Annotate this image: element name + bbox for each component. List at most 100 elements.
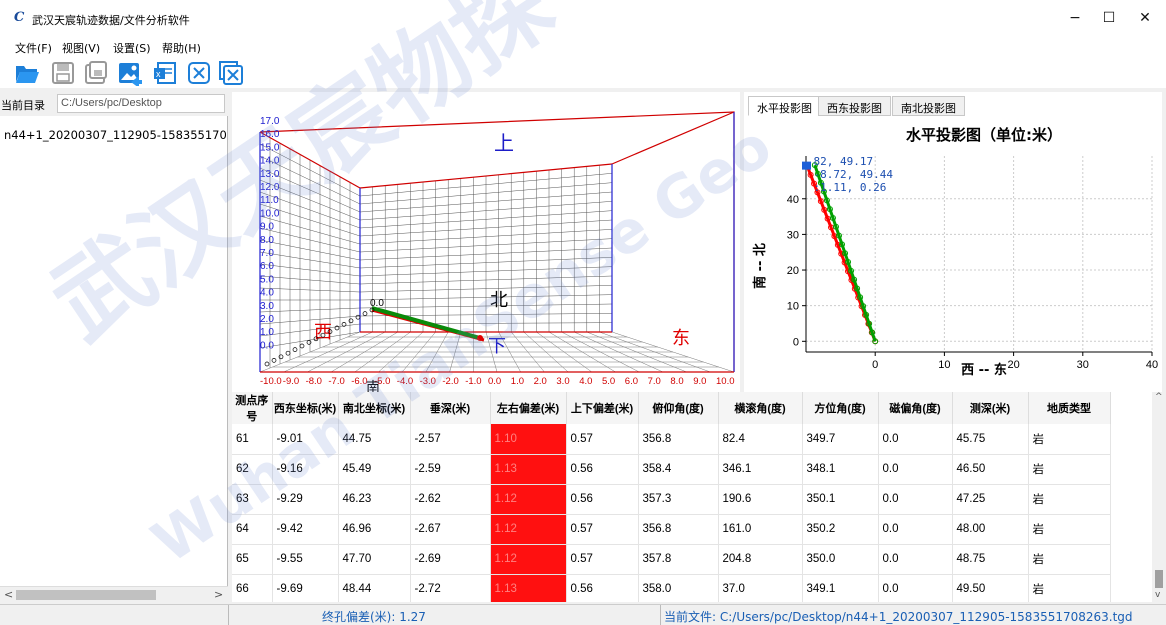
table-cell[interactable]: 46.23 xyxy=(338,484,410,514)
column-header[interactable]: 左右偏差(米) xyxy=(490,392,566,424)
menu-file[interactable]: 文件(F) xyxy=(15,40,52,56)
current-directory-field[interactable]: C:/Users/pc/Desktop xyxy=(57,94,225,113)
table-cell[interactable]: 161.0 xyxy=(718,514,802,544)
scroll-down-icon[interactable]: v xyxy=(1155,590,1160,600)
close-button[interactable]: ✕ xyxy=(1128,8,1162,30)
table-cell[interactable]: -2.72 xyxy=(410,574,490,602)
table-cell[interactable]: 岩 xyxy=(1028,574,1110,602)
table-cell[interactable]: 岩 xyxy=(1028,514,1110,544)
tab-west-east-projection[interactable]: 西东投影图 xyxy=(818,96,891,116)
table-cell[interactable]: 358.4 xyxy=(638,454,718,484)
row-header-cell[interactable]: 65 xyxy=(232,544,272,574)
column-header[interactable]: 测深(米) xyxy=(952,392,1028,424)
table-cell[interactable]: 48.00 xyxy=(952,514,1028,544)
table-cell[interactable]: 1.12 xyxy=(490,544,566,574)
column-header[interactable]: 磁偏角(度) xyxy=(878,392,952,424)
table-cell[interactable]: 37.0 xyxy=(718,574,802,602)
table-cell[interactable]: 0.57 xyxy=(566,544,638,574)
table-cell[interactable]: 350.0 xyxy=(802,544,878,574)
table-cell[interactable]: -2.67 xyxy=(410,514,490,544)
table-cell[interactable]: 46.96 xyxy=(338,514,410,544)
table-cell[interactable]: 356.8 xyxy=(638,514,718,544)
table-cell[interactable]: 350.2 xyxy=(802,514,878,544)
export-excel-icon[interactable]: x xyxy=(152,60,178,86)
table-cell[interactable]: 岩 xyxy=(1028,544,1110,574)
table-cell[interactable]: 357.8 xyxy=(638,544,718,574)
table-cell[interactable]: 350.1 xyxy=(802,484,878,514)
maximize-button[interactable]: ☐ xyxy=(1092,8,1126,30)
column-header[interactable]: 垂深(米) xyxy=(410,392,490,424)
column-header[interactable]: 测点序号 xyxy=(232,392,272,424)
table-cell[interactable]: -2.57 xyxy=(410,424,490,454)
table-cell[interactable]: -9.69 xyxy=(272,574,338,602)
table-cell[interactable]: 0.0 xyxy=(878,574,952,602)
table-cell[interactable]: 47.25 xyxy=(952,484,1028,514)
table-cell[interactable]: 357.3 xyxy=(638,484,718,514)
table-cell[interactable]: 190.6 xyxy=(718,484,802,514)
table-cell[interactable]: 346.1 xyxy=(718,454,802,484)
column-header[interactable]: 西东坐标(米) xyxy=(272,392,338,424)
table-cell[interactable]: 358.0 xyxy=(638,574,718,602)
table-cell[interactable]: 1.13 xyxy=(490,574,566,602)
table-cell[interactable]: -2.69 xyxy=(410,544,490,574)
table-cell[interactable]: 0.0 xyxy=(878,514,952,544)
minimize-button[interactable]: − xyxy=(1058,8,1092,30)
table-cell[interactable]: 岩 xyxy=(1028,424,1110,454)
table-cell[interactable]: 0.0 xyxy=(878,484,952,514)
column-header[interactable]: 方位角(度) xyxy=(802,392,878,424)
table-cell[interactable]: 49.50 xyxy=(952,574,1028,602)
table-cell[interactable]: 岩 xyxy=(1028,484,1110,514)
save-icon[interactable] xyxy=(50,60,76,86)
table-cell[interactable]: 0.0 xyxy=(878,544,952,574)
save-as-icon[interactable] xyxy=(83,60,109,86)
scroll-right-icon[interactable]: > xyxy=(214,588,223,601)
table-cell[interactable]: -2.59 xyxy=(410,454,490,484)
table-cell[interactable]: 0.56 xyxy=(566,574,638,602)
table-cell[interactable]: 1.12 xyxy=(490,484,566,514)
table-cell[interactable]: 0.56 xyxy=(566,454,638,484)
table-cell[interactable]: 46.50 xyxy=(952,454,1028,484)
table-cell[interactable]: 1.13 xyxy=(490,454,566,484)
table-cell[interactable]: 0.0 xyxy=(878,424,952,454)
table-cell[interactable]: -9.16 xyxy=(272,454,338,484)
table-cell[interactable]: -9.01 xyxy=(272,424,338,454)
table-cell[interactable]: 349.7 xyxy=(802,424,878,454)
table-cell[interactable]: 0.0 xyxy=(878,454,952,484)
table-cell[interactable]: 356.8 xyxy=(638,424,718,454)
scroll-up-icon[interactable]: ^ xyxy=(1155,392,1163,402)
file-list-item[interactable]: n44+1_20200307_112905-1583551708 xyxy=(4,128,226,142)
menu-view[interactable]: 视图(V) xyxy=(62,40,100,56)
table-cell[interactable]: 45.75 xyxy=(952,424,1028,454)
column-header[interactable]: 地质类型 xyxy=(1028,392,1110,424)
table-cell[interactable]: 45.49 xyxy=(338,454,410,484)
table-cell[interactable]: 0.56 xyxy=(566,484,638,514)
table-cell[interactable]: 82.4 xyxy=(718,424,802,454)
column-header[interactable]: 上下偏差(米) xyxy=(566,392,638,424)
column-header[interactable]: 俯仰角(度) xyxy=(638,392,718,424)
table-cell[interactable]: 44.75 xyxy=(338,424,410,454)
scrollbar-thumb[interactable] xyxy=(1155,570,1163,588)
row-header-cell[interactable]: 62 xyxy=(232,454,272,484)
vertical-scrollbar[interactable]: ^ v xyxy=(1152,392,1166,602)
table-cell[interactable]: 1.10 xyxy=(490,424,566,454)
table-cell[interactable]: 岩 xyxy=(1028,454,1110,484)
scrollbar-thumb[interactable] xyxy=(16,590,156,600)
row-header-cell[interactable]: 63 xyxy=(232,484,272,514)
open-folder-icon[interactable] xyxy=(14,60,40,86)
table-cell[interactable]: -9.42 xyxy=(272,514,338,544)
menu-settings[interactable]: 设置(S) xyxy=(113,40,151,56)
tab-horizontal-projection[interactable]: 水平投影图 xyxy=(748,96,821,116)
menu-help[interactable]: 帮助(H) xyxy=(162,40,201,56)
table-cell[interactable]: -2.62 xyxy=(410,484,490,514)
export-image-icon[interactable] xyxy=(117,60,143,86)
table-cell[interactable]: 48.75 xyxy=(952,544,1028,574)
scroll-left-icon[interactable]: < xyxy=(4,588,13,601)
table-cell[interactable]: 204.8 xyxy=(718,544,802,574)
